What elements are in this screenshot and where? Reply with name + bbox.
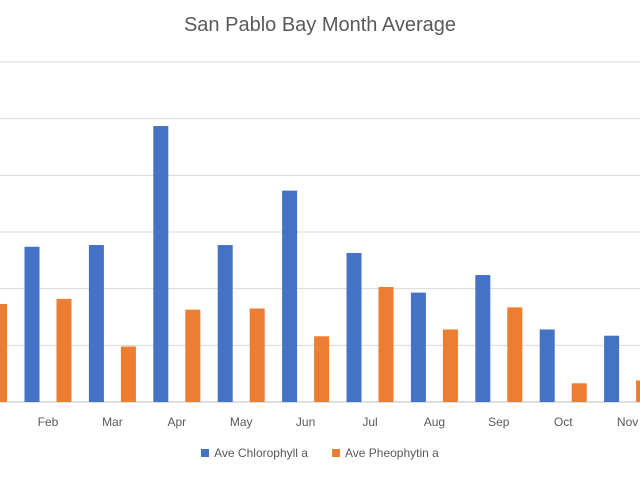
bar-pheophytin-feb <box>56 298 72 402</box>
legend: Ave Chlorophyll a Ave Pheophytin a <box>0 446 640 460</box>
bar-chlorophyll-oct <box>539 329 555 402</box>
bar-chlorophyll-aug <box>410 292 426 402</box>
bar-pheophytin-jul <box>378 286 394 402</box>
x-tick-label: Jul <box>362 415 377 429</box>
legend-item-chlorophyll: Ave Chlorophyll a <box>201 446 308 460</box>
x-tick-label: Apr <box>167 415 186 429</box>
bar-pheophytin-apr <box>185 309 201 402</box>
legend-label-chlorophyll: Ave Chlorophyll a <box>214 446 308 460</box>
bar-pheophytin-sep <box>507 307 523 402</box>
bar-chlorophyll-nov <box>604 335 620 402</box>
bar-pheophytin-jun <box>314 336 330 402</box>
x-tick-label: Oct <box>554 415 573 429</box>
x-tick-label: Aug <box>424 415 445 429</box>
x-tick-label: Nov <box>617 415 638 429</box>
bar-chlorophyll-jun <box>282 190 298 402</box>
x-tick-label: Jun <box>296 415 315 429</box>
legend-swatch-chlorophyll <box>201 449 210 457</box>
legend-item-pheophytin: Ave Pheophytin a <box>331 446 439 460</box>
bar-pheophytin-nov <box>636 380 640 402</box>
bar-chlorophyll-sep <box>475 275 491 402</box>
bar-pheophytin-oct <box>571 383 587 402</box>
bar-chlorophyll-apr <box>153 126 169 403</box>
bar-pheophytin-aug <box>442 329 458 402</box>
bar-chlorophyll-feb <box>24 246 40 402</box>
x-tick-label: Mar <box>102 415 123 429</box>
legend-label-pheophytin: Ave Pheophytin a <box>344 446 439 460</box>
bar-chlorophyll-mar <box>88 245 104 402</box>
legend-swatch-pheophytin <box>331 449 340 457</box>
bar-pheophytin-mar <box>120 346 136 402</box>
bar-chlorophyll-may <box>217 245 233 402</box>
x-tick-label: May <box>230 415 253 429</box>
chart-title: San Pablo Bay Month Average <box>183 14 457 36</box>
x-tick-label: Feb <box>38 415 59 429</box>
bar-pheophytin-may <box>249 308 265 402</box>
bar-pheophytin-jan <box>0 303 8 402</box>
bar-chlorophyll-jul <box>346 252 362 402</box>
x-tick-label: Sep <box>488 415 510 429</box>
